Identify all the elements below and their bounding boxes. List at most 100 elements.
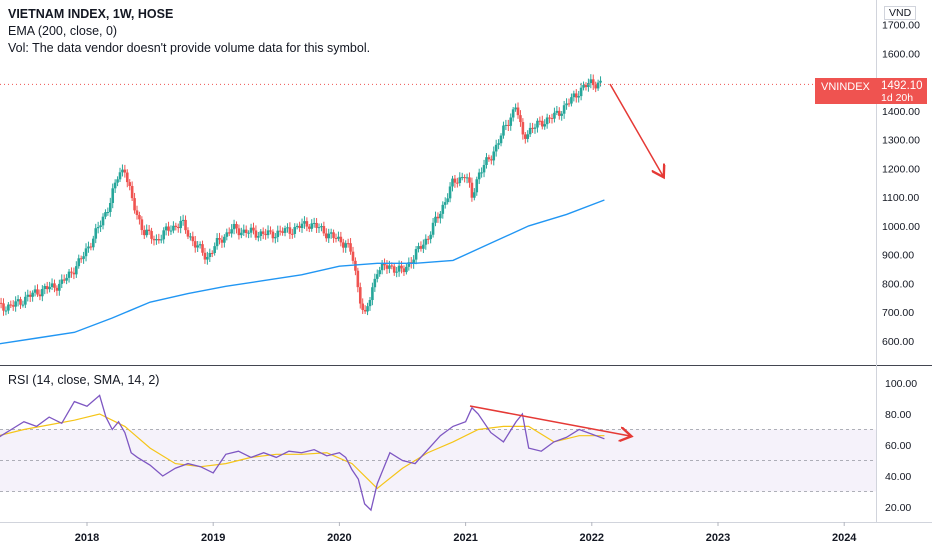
- rsi-legend: RSI (14, close, SMA, 14, 2): [8, 373, 160, 387]
- price-candle: [133, 198, 136, 211]
- price-tick-label: 1400.00: [882, 106, 920, 118]
- price-candle: [499, 135, 503, 144]
- price-candle: [548, 117, 551, 119]
- price-candle: [519, 115, 522, 123]
- price-candle: [125, 172, 129, 183]
- price-candle: [337, 236, 340, 239]
- price-candle: [274, 237, 277, 239]
- price-candle: [96, 226, 100, 229]
- price-candle: [460, 177, 464, 179]
- price-candle: [152, 238, 156, 241]
- price-candle: [167, 226, 170, 231]
- price-candle: [278, 230, 282, 232]
- price-candle: [514, 107, 517, 110]
- price-candle: [176, 226, 180, 229]
- price-candle: [283, 228, 287, 233]
- price-candle: [48, 286, 51, 290]
- price-candle: [218, 238, 221, 240]
- price-candle: [300, 223, 304, 228]
- price-candle: [28, 294, 32, 297]
- price-candle: [434, 216, 437, 223]
- price-candle: [291, 233, 294, 235]
- price-candle: [116, 179, 119, 183]
- price-candle: [473, 192, 476, 198]
- price-candle: [388, 265, 391, 269]
- price-candle: [121, 169, 124, 173]
- price-candle: [594, 85, 597, 89]
- price-candle: [538, 120, 542, 122]
- price-candle: [485, 157, 488, 165]
- rsi-line: [0, 394, 605, 512]
- price-candle: [332, 232, 335, 239]
- price-candle: [65, 277, 68, 281]
- price-candle: [259, 231, 263, 237]
- price-candle: [53, 283, 56, 288]
- price-candle: [516, 107, 520, 116]
- price-candle: [482, 164, 486, 173]
- price-candle: [157, 239, 161, 241]
- price-candle: [286, 227, 289, 229]
- last-price-tag[interactable]: VNINDEX 1492.10 1d 20h: [815, 78, 927, 104]
- price-candle: [50, 283, 54, 287]
- price-candle: [244, 229, 248, 233]
- price-candle: [128, 182, 132, 186]
- price-candle: [451, 178, 454, 187]
- price-candle: [327, 233, 331, 239]
- price-candle: [392, 266, 396, 273]
- price-tick-label: 1700.00: [882, 20, 920, 32]
- price-tick-label: 1600.00: [882, 48, 920, 60]
- price-candle: [405, 266, 408, 273]
- price-candle: [591, 79, 595, 86]
- price-candle: [196, 245, 199, 248]
- ema-200-line: [0, 199, 605, 345]
- price-tag-symbol: VNINDEX: [821, 81, 870, 93]
- time-tick-label: 2018: [75, 532, 99, 544]
- price-candle: [193, 241, 197, 248]
- price-candle: [16, 299, 20, 302]
- price-candle: [560, 113, 564, 116]
- price-tick-label: 600.00: [882, 336, 914, 348]
- price-candle: [77, 258, 81, 267]
- price-candle: [36, 289, 39, 295]
- price-candle: [458, 177, 462, 184]
- price-candle: [463, 177, 466, 179]
- price-candle: [295, 225, 299, 228]
- price-candle: [11, 305, 15, 307]
- price-candle: [67, 271, 71, 278]
- price-candle: [138, 215, 141, 220]
- price-tick-label: 700.00: [882, 307, 914, 319]
- price-candle: [62, 279, 66, 281]
- price-candle: [159, 239, 163, 241]
- price-candle: [375, 274, 379, 279]
- time-tick-label: 2024: [832, 532, 857, 544]
- price-candle: [230, 229, 233, 234]
- price-candle: [366, 306, 369, 312]
- price-candle: [33, 289, 37, 293]
- price-candle: [38, 294, 42, 297]
- price-candle: [266, 230, 270, 236]
- price-candle: [596, 82, 600, 89]
- bearish-forecast-arrow: [609, 83, 663, 176]
- price-candle: [24, 296, 27, 305]
- price-candle: [254, 230, 258, 238]
- price-candle: [310, 223, 314, 229]
- price-candle: [106, 212, 110, 214]
- price-candle: [431, 222, 435, 235]
- price-candle: [344, 243, 348, 248]
- price-candle: [351, 251, 355, 261]
- price-candle: [9, 304, 13, 306]
- price-candle: [162, 230, 165, 240]
- price-candle: [555, 110, 559, 113]
- price-candle: [271, 231, 275, 239]
- price-candle: [320, 226, 323, 228]
- price-candle: [94, 228, 98, 239]
- price-candle: [322, 226, 326, 234]
- price-candle: [261, 231, 265, 234]
- price-candle: [397, 265, 401, 272]
- price-candle: [99, 225, 102, 227]
- price-candle: [422, 244, 425, 249]
- price-candle: [169, 230, 173, 232]
- price-candle: [502, 125, 505, 136]
- price-candle: [4, 310, 8, 312]
- price-candle: [441, 204, 445, 214]
